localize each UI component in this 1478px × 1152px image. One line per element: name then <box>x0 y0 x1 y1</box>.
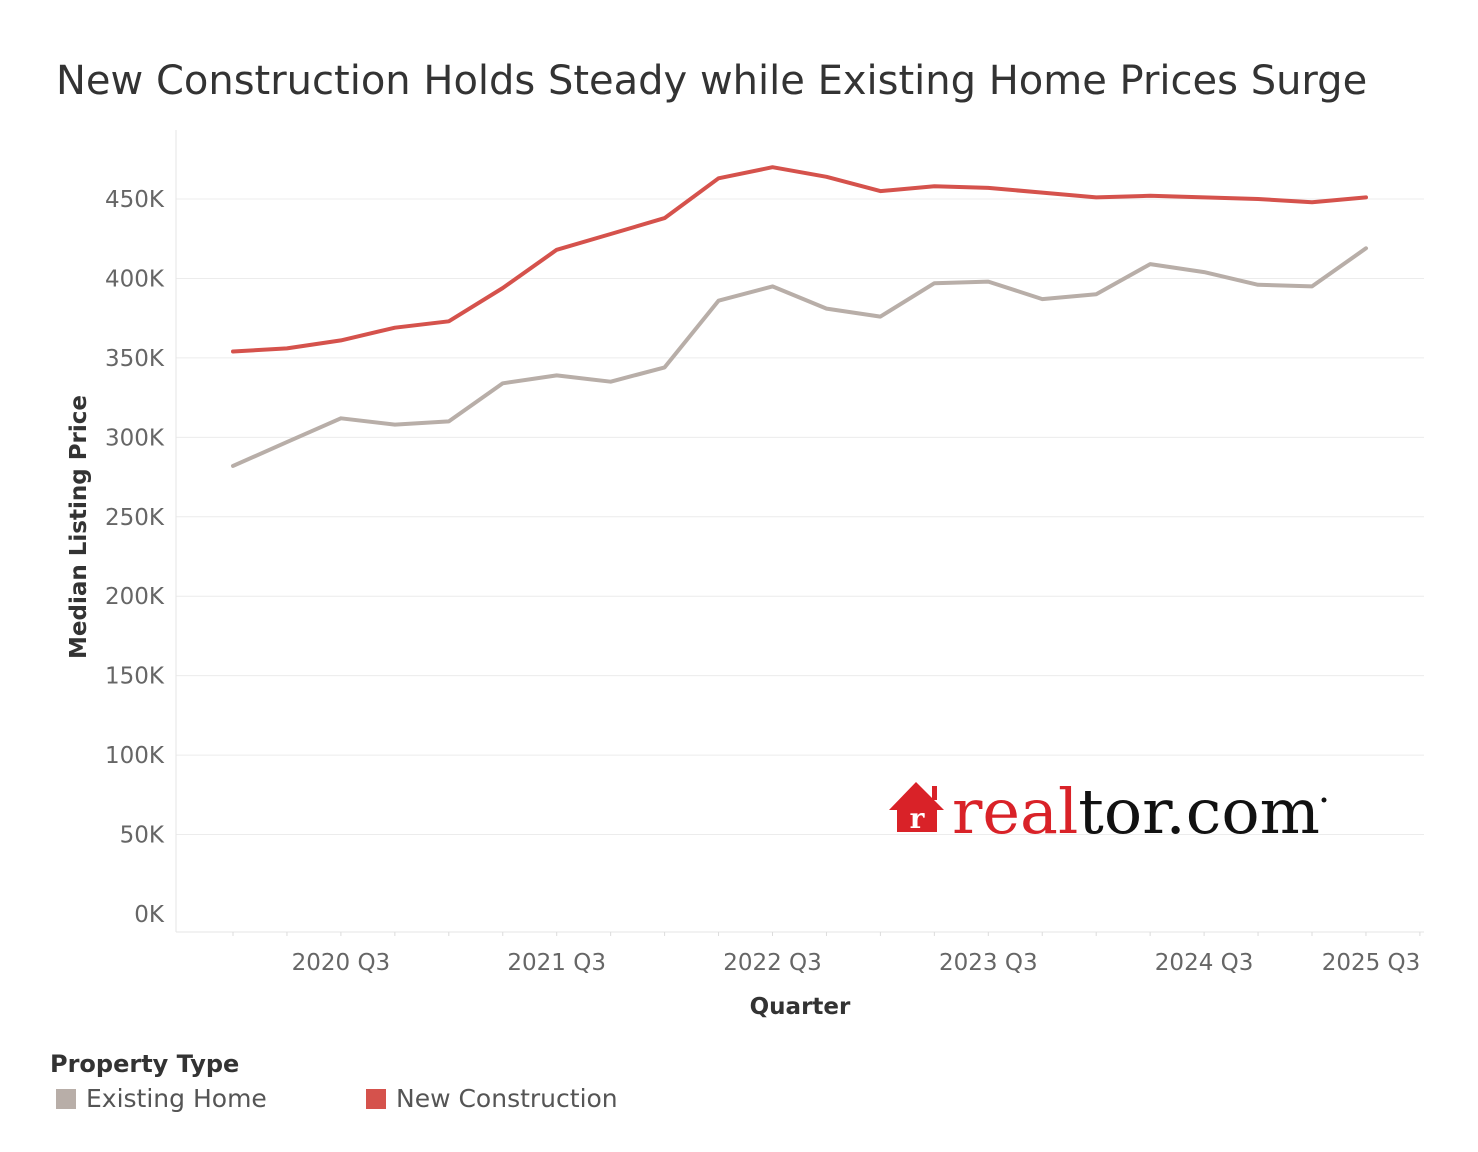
legend-item-existing-home[interactable]: Existing Home <box>56 1084 267 1113</box>
gridlines <box>176 198 1424 836</box>
legend-label-new-construction: New Construction <box>396 1084 618 1113</box>
x-tick-labels: 2020 Q3 2021 Q3 2022 Q3 2023 Q3 2024 Q3 2025 … <box>232 932 1421 976</box>
y-tick-label: 200K <box>105 584 165 610</box>
x-tick-label: 2023 Q3 <box>939 950 1038 976</box>
legend-swatch-existing-home <box>56 1088 76 1109</box>
series-line-existing-home[interactable] <box>231 246 1368 468</box>
y-tick-label: 450K <box>105 187 165 213</box>
legend: Property Type Existing Home New Construc… <box>50 1050 618 1118</box>
chart-title: New Construction Holds Steady while Exis… <box>56 58 1368 104</box>
y-tick-label: 0K <box>134 902 165 928</box>
x-tick-label: 2024 Q3 <box>1155 950 1254 976</box>
logo-wordmark-black: tor.com <box>1078 775 1320 848</box>
legend-swatch-new-construction <box>366 1088 386 1109</box>
y-tick-label: 50K <box>120 823 165 849</box>
realtor-logo: r realtor.com <box>889 775 1327 848</box>
x-tick-label: 2021 Q3 <box>507 950 606 976</box>
legend-items: Existing Home New Construction <box>50 1084 618 1118</box>
house-icon: r <box>889 782 944 835</box>
y-tick-label: 300K <box>105 425 165 451</box>
legend-item-new-construction[interactable]: New Construction <box>366 1084 618 1113</box>
x-tick-label: 2022 Q3 <box>723 950 822 976</box>
x-axis-title: Quarter <box>750 994 851 1020</box>
y-tick-label: 400K <box>105 266 165 292</box>
svg-text:r: r <box>910 802 926 835</box>
y-tick-label: 100K <box>105 743 165 769</box>
series-line-new-construction[interactable] <box>231 165 1368 354</box>
x-tick-label: 2025 Q3 <box>1322 950 1421 976</box>
x-tick-label: 2020 Q3 <box>292 950 391 976</box>
logo-wordmark: realtor.com <box>952 775 1320 848</box>
y-tick-label: 150K <box>105 664 165 690</box>
y-tick-labels: 0K 50K 100K 150K 200K 250K 300K 350K 400K 450K <box>105 187 165 928</box>
y-tick-label: 250K <box>105 505 165 531</box>
y-axis-title: Median Listing Price <box>66 395 92 659</box>
legend-title: Property Type <box>50 1050 240 1078</box>
axes <box>175 130 1424 933</box>
legend-label-existing-home: Existing Home <box>86 1084 267 1113</box>
logo-wordmark-red: real <box>952 775 1078 848</box>
registered-mark <box>1321 797 1327 803</box>
series-lines <box>231 165 1368 468</box>
y-tick-label: 350K <box>105 346 165 372</box>
